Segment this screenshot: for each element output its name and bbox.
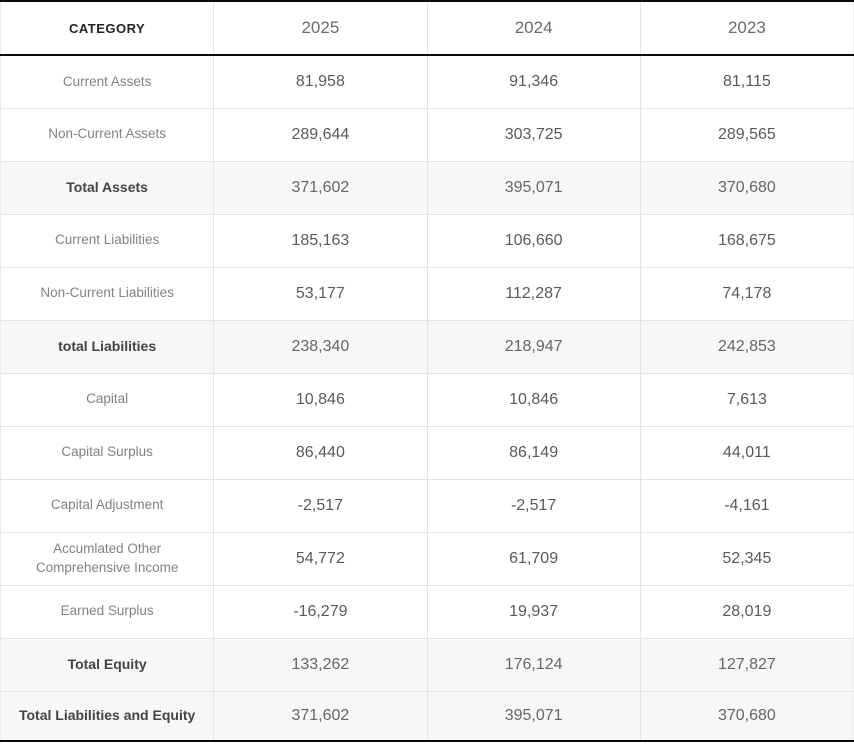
cell-value: 74,178 [639,266,854,320]
table-row-non-current-assets: Non-Current Assets 289,644 303,725 289,5… [0,107,854,161]
table-row-total-liabilities-and-equity: Total Liabilities and Equity 371,602 395… [0,690,854,742]
cell-value: 127,827 [639,637,854,691]
cell-value: 10,846 [213,372,427,426]
cell-value: 28,019 [639,584,854,638]
table-row-current-assets: Current Assets 81,958 91,346 81,115 [0,55,854,108]
row-label: Capital Surplus [0,425,214,479]
cell-value: 176,124 [426,637,641,691]
row-label: Earned Surplus [0,584,214,638]
cell-value: 238,340 [213,319,427,373]
row-label: Current Liabilities [0,213,214,267]
cell-value: 52,345 [639,531,854,585]
row-label: total Liabilities [0,319,214,373]
table-row-accumulated-other-comprehensive-income: Accumlated Other Comprehensive Income 54… [0,531,854,585]
column-header-2025: 2025 [213,0,427,56]
row-label: Total Liabilities and Equity [0,690,214,742]
cell-value: 81,115 [639,55,854,108]
table-row-current-liabilities: Current Liabilities 185,163 106,660 168,… [0,213,854,267]
cell-value: 10,846 [426,372,641,426]
cell-value: 19,937 [426,584,641,638]
table-row-capital-surplus: Capital Surplus 86,440 86,149 44,011 [0,425,854,479]
cell-value: 53,177 [213,266,427,320]
cell-value: 54,772 [213,531,427,585]
cell-value: 185,163 [213,213,427,267]
cell-value: -16,279 [213,584,427,638]
cell-value: -2,517 [426,478,641,532]
cell-value: 86,440 [213,425,427,479]
cell-value: 106,660 [426,213,641,267]
cell-value: 371,602 [213,160,427,214]
cell-value: -4,161 [639,478,854,532]
column-header-2023: 2023 [639,0,854,56]
cell-value: 133,262 [213,637,427,691]
cell-value: 242,853 [639,319,854,373]
header-row: CATEGORY 2025 2024 2023 [0,0,854,56]
table-row-total-equity: Total Equity 133,262 176,124 127,827 [0,637,854,691]
table-header: CATEGORY 2025 2024 2023 [0,0,854,56]
cell-value: 395,071 [426,160,641,214]
cell-value: 370,680 [639,160,854,214]
row-label: Total Assets [0,160,214,214]
row-label: Capital [0,372,214,426]
table-row-total-assets: Total Assets 371,602 395,071 370,680 [0,160,854,214]
table-row-total-liabilities: total Liabilities 238,340 218,947 242,85… [0,319,854,373]
table-row-capital-adjustment: Capital Adjustment -2,517 -2,517 -4,161 [0,478,854,532]
row-label: Accumlated Other Comprehensive Income [0,531,214,585]
cell-value: 218,947 [426,319,641,373]
cell-value: 289,565 [639,107,854,161]
cell-value: 86,149 [426,425,641,479]
row-label: Capital Adjustment [0,478,214,532]
table-row-earned-surplus: Earned Surplus -16,279 19,937 28,019 [0,584,854,638]
cell-value: 395,071 [426,690,641,742]
row-label: Total Equity [0,637,214,691]
table-row-non-current-liabilities: Non-Current Liabilities 53,177 112,287 7… [0,266,854,320]
table-body: Current Assets 81,958 91,346 81,115 Non-… [0,55,854,742]
cell-value: 91,346 [426,55,641,108]
cell-value: 289,644 [213,107,427,161]
cell-value: 44,011 [639,425,854,479]
row-label: Current Assets [0,55,214,108]
cell-value: 112,287 [426,266,641,320]
cell-value: 168,675 [639,213,854,267]
table-row-capital: Capital 10,846 10,846 7,613 [0,372,854,426]
row-label: Non-Current Assets [0,107,214,161]
column-header-category: CATEGORY [0,0,214,56]
cell-value: 81,958 [213,55,427,108]
cell-value: 303,725 [426,107,641,161]
row-label: Non-Current Liabilities [0,266,214,320]
cell-value: 61,709 [426,531,641,585]
column-header-2024: 2024 [426,0,641,56]
cell-value: 7,613 [639,372,854,426]
cell-value: -2,517 [213,478,427,532]
cell-value: 370,680 [639,690,854,742]
cell-value: 371,602 [213,690,427,742]
